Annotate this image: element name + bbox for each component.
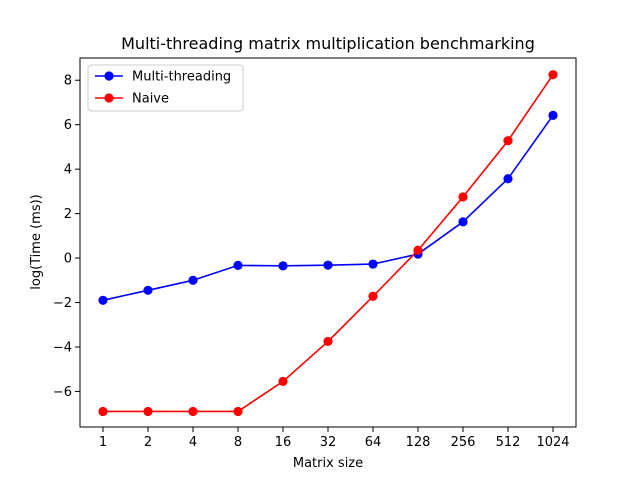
x-tick-label: 32 <box>320 435 337 450</box>
x-axis-label: Matrix size <box>293 456 363 471</box>
legend-label-0: Multi-threading <box>132 70 231 85</box>
data-point-0-8 <box>458 217 468 227</box>
data-point-0-10 <box>548 110 558 120</box>
data-point-0-4 <box>278 261 288 271</box>
x-tick-label: 128 <box>406 435 431 450</box>
x-tick-label: 64 <box>365 435 382 450</box>
data-point-1-8 <box>458 192 468 202</box>
data-point-0-1 <box>143 285 153 295</box>
chart-title: Multi-threading matrix multiplication be… <box>121 34 535 53</box>
x-tick-label: 16 <box>275 435 292 450</box>
data-point-0-6 <box>368 259 378 269</box>
data-point-1-3 <box>233 406 243 417</box>
series-line-1 <box>103 74 554 413</box>
x-tick-label: 8 <box>234 435 242 450</box>
y-axis-label: log(Time (ms)) <box>29 194 44 290</box>
y-tick-label: 2 <box>64 207 72 222</box>
y-tick-label: 8 <box>64 74 72 89</box>
plot-area: 1 2 4 8 16 32 64 128 256 512 1024 −6 −4 −2 0 2 4 6 8 Multi-… <box>53 57 577 450</box>
legend-marker-1 <box>104 93 114 103</box>
x-tick-label: 4 <box>189 435 197 450</box>
x-tick-label: 1024 <box>536 435 569 450</box>
data-point-1-7 <box>413 245 423 255</box>
data-point-1-4 <box>278 376 288 387</box>
legend-marker-0 <box>104 71 114 81</box>
data-point-0-3 <box>233 260 243 270</box>
data-point-1-5 <box>323 336 333 347</box>
data-point-1-2 <box>188 406 198 417</box>
data-point-0-9 <box>503 174 513 184</box>
y-tick-label: −4 <box>53 340 72 355</box>
y-tick-label: −6 <box>53 385 72 400</box>
y-tick-label: −2 <box>53 296 72 311</box>
y-tick-label: 0 <box>64 252 72 267</box>
x-tick-label: 512 <box>496 435 521 450</box>
data-point-1-6 <box>368 291 378 301</box>
data-point-1-9 <box>503 136 513 146</box>
x-tick-label: 2 <box>144 435 152 450</box>
data-point-0-2 <box>188 275 198 285</box>
y-tick-label: 4 <box>64 163 72 178</box>
x-tick-label: 256 <box>451 435 476 450</box>
y-tick-label: 6 <box>64 118 72 133</box>
axes-frame <box>79 57 577 428</box>
series-line-0 <box>102 114 554 302</box>
data-point-0-0 <box>98 295 108 305</box>
data-point-1-10 <box>548 70 558 80</box>
legend-box <box>87 64 244 112</box>
legend: Multi-threading Naive <box>87 64 244 112</box>
x-tick-label: 1 <box>99 435 107 450</box>
legend-label-1: Naive <box>132 92 169 107</box>
data-point-0-5 <box>323 260 333 270</box>
data-point-1-0 <box>98 406 108 417</box>
data-point-1-1 <box>143 406 153 417</box>
